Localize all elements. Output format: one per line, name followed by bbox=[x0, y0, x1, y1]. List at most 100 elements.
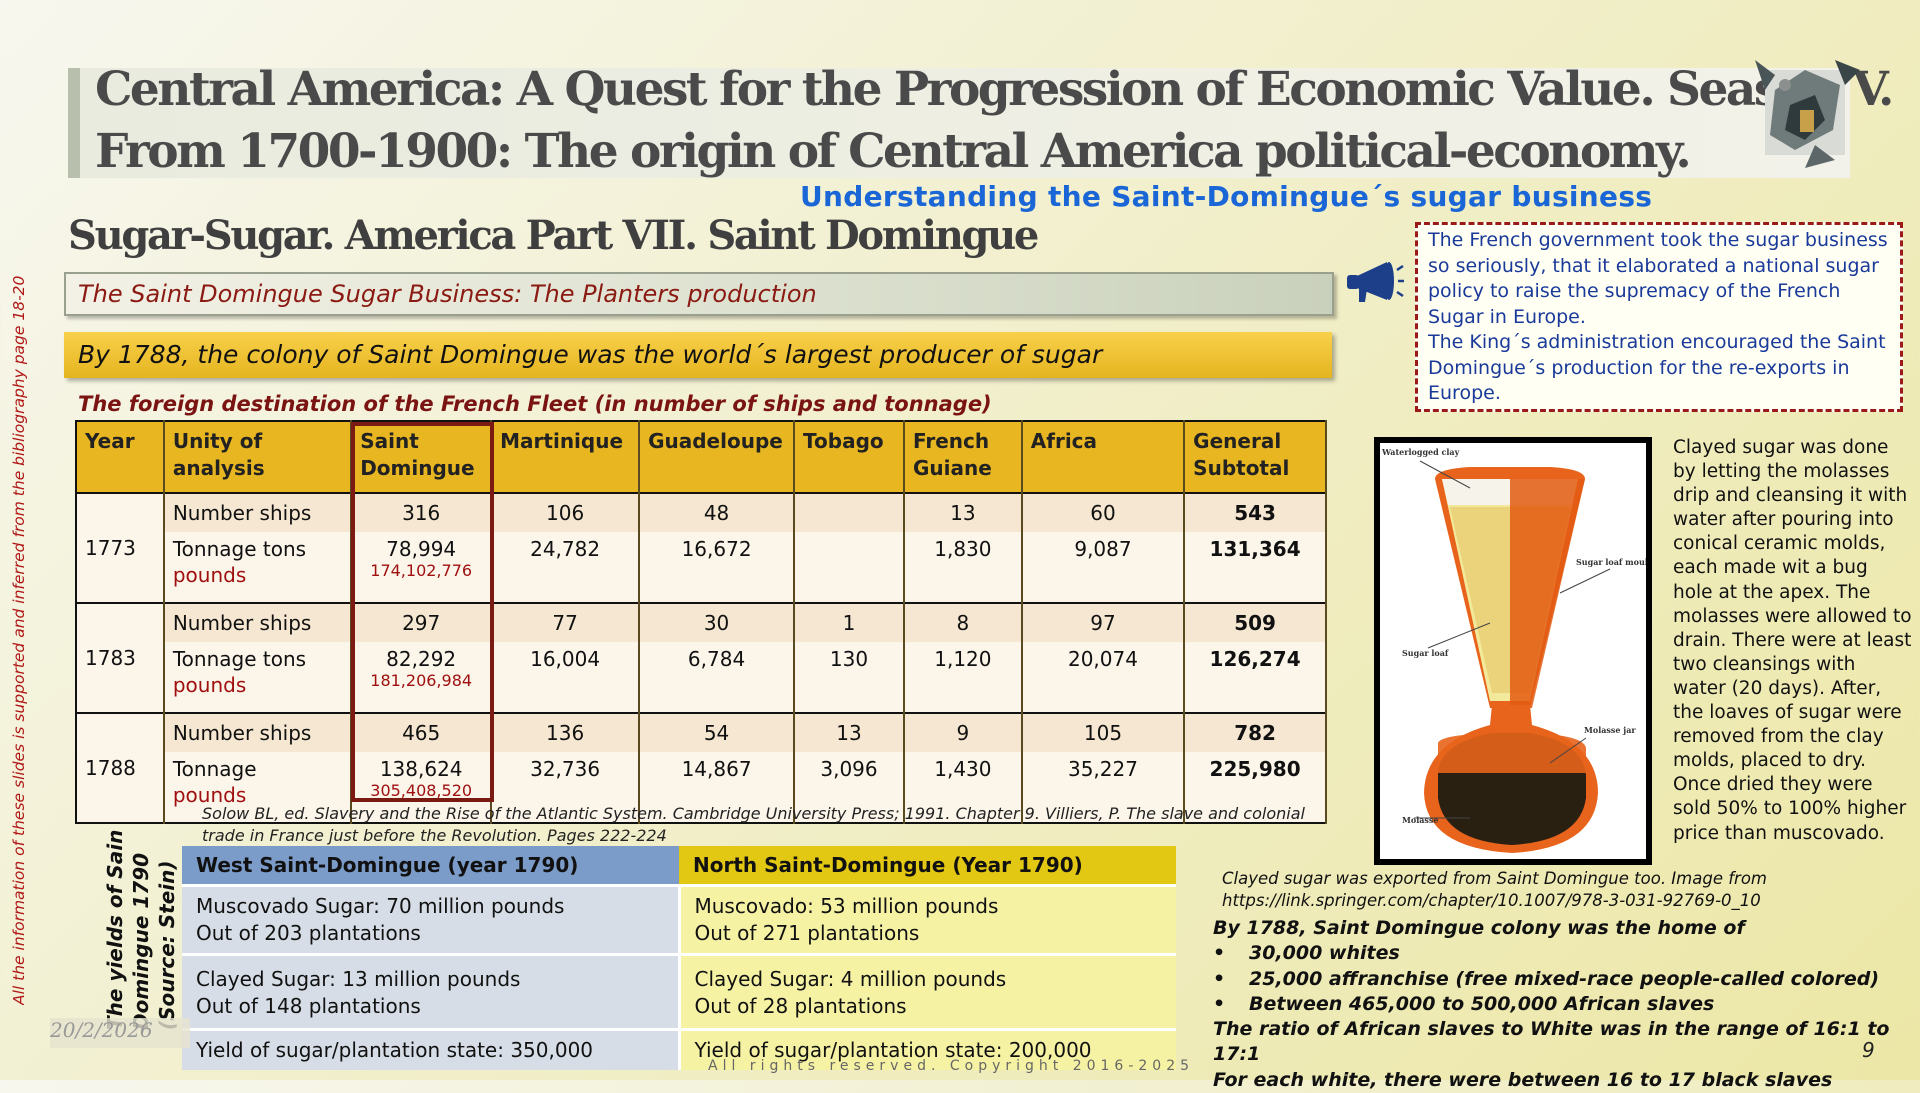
label-waterlogged-clay: Waterlogged clay bbox=[1381, 447, 1460, 457]
list-item: • 25,000 affranchise (free mixed-race peo… bbox=[1213, 967, 1880, 990]
tonnage-value: 82,292 bbox=[386, 647, 457, 671]
date-text: 20/2/2026 bbox=[50, 1018, 153, 1042]
side-vertical-note: All the information of these slides is s… bbox=[10, 275, 28, 1005]
pounds-label: pounds bbox=[172, 783, 247, 807]
french-policy-p1: The French government took the sugar bus… bbox=[1428, 229, 1888, 328]
cell-line: Out of 271 plantations bbox=[694, 921, 920, 945]
value-cell: 6,784 bbox=[639, 642, 796, 713]
header-tobago: Tobago bbox=[794, 421, 905, 493]
value-cell bbox=[794, 532, 905, 603]
table-row: Clayed Sugar: 13 million pounds Out of 14… bbox=[182, 953, 1176, 1030]
table-row: 1783 Number ships 297 77 30 1 8 97 509 bbox=[76, 602, 1327, 713]
yields-table: West Saint-Domingue (year 1790) North Sa… bbox=[182, 846, 1176, 1070]
label-molasse-jar: Molasse jar bbox=[1584, 725, 1636, 735]
planters-heading-bar bbox=[64, 272, 1334, 316]
collage-logo-image bbox=[1755, 60, 1860, 168]
value-cell: 1,430 bbox=[903, 752, 1023, 823]
value-cell: 105 bbox=[1021, 712, 1186, 752]
page-number: 9 bbox=[1862, 1038, 1875, 1062]
value-cell: 32,736 bbox=[491, 752, 641, 823]
source-note: Solow BL, ed. Slavery and the Rise of th… bbox=[202, 804, 1305, 845]
west-cell: Clayed Sugar: 13 million pounds Out of 14… bbox=[182, 953, 681, 1030]
value-cell: 97 bbox=[1021, 602, 1186, 642]
largest-producer-bar bbox=[64, 332, 1332, 378]
header-year: Year bbox=[76, 421, 165, 493]
list-item-text: 25,000 affranchise (free mixed-race peop… bbox=[1249, 967, 1880, 990]
unity-cell: Tonnage tons pounds bbox=[163, 532, 353, 603]
value-cell: 35,227 bbox=[1021, 752, 1186, 823]
value-cell: 465 bbox=[351, 712, 493, 752]
value-cell: 9 bbox=[903, 712, 1023, 752]
value-cell: 82,292 181,206,984 bbox=[351, 642, 493, 713]
value-cell: 106 bbox=[491, 492, 641, 532]
value-cell: 3,096 bbox=[794, 752, 905, 823]
pounds-value: 174,102,776 bbox=[370, 561, 473, 580]
side-note-text: All the information of these slides is s… bbox=[10, 275, 28, 1005]
population-block: By 1788, Saint Domingue colony was the h… bbox=[1213, 916, 1913, 1093]
yields-vertical-label: The yields of Saint Domingue 1790 (Sourc… bbox=[103, 830, 179, 1030]
tonnage-label: Tonnage tons bbox=[172, 537, 307, 561]
cell-line: Out of 148 plantations bbox=[196, 994, 421, 1018]
header-guadeloupe: Guadeloupe bbox=[639, 421, 796, 493]
value-cell: 297 bbox=[351, 602, 493, 642]
header-general-subtotal: General Subtotal bbox=[1184, 421, 1327, 493]
yields-label-line-3: (Source: Stein) bbox=[155, 860, 179, 1030]
value-cell: 78,994 174,102,776 bbox=[351, 532, 493, 603]
unity-cell: Tonnage pounds bbox=[163, 752, 353, 823]
value-cell: 48 bbox=[639, 492, 796, 532]
subtotal-cell: 509 bbox=[1184, 602, 1327, 642]
north-cell: Muscovado: 53 million pounds Out of 271 p… bbox=[679, 884, 1176, 955]
year-cell: 1788 bbox=[76, 712, 165, 823]
year-cell: 1783 bbox=[76, 602, 165, 713]
value-cell: 20,074 bbox=[1021, 642, 1186, 713]
header-africa: Africa bbox=[1021, 421, 1186, 493]
population-list: • 30,000 whites • 25,000 affranchise (free… bbox=[1213, 941, 1913, 1017]
cell-line: Out of 203 plantations bbox=[196, 921, 421, 945]
header-martinique: Martinique bbox=[491, 421, 641, 493]
megaphone-icon bbox=[1347, 262, 1404, 302]
each-white-text: For each white, there were between 16 to… bbox=[1213, 1068, 1833, 1091]
table-row: 1788 Number ships 465 136 54 13 9 105 78… bbox=[76, 712, 1327, 823]
label-molasse: Molasse bbox=[1402, 815, 1439, 825]
pounds-label: pounds bbox=[172, 563, 247, 587]
cell-line: Out of 28 plantations bbox=[694, 994, 907, 1018]
subtitle-understanding: Understanding the Saint-Domingue´s sugar… bbox=[800, 180, 1653, 213]
unity-cell: Number ships bbox=[163, 492, 353, 532]
clay-mold-image: Waterlogged clay Sugar loaf mould Sugar … bbox=[1374, 437, 1654, 865]
north-cell: Clayed Sugar: 4 million pounds Out of 28 … bbox=[679, 953, 1176, 1030]
table-row: 1773 Number ships 316 106 48 13 60 543 bbox=[76, 492, 1327, 603]
label-sugar-loaf: Sugar loaf bbox=[1402, 648, 1449, 658]
list-item: • 30,000 whites bbox=[1213, 942, 1400, 965]
sugar-mold-diagram: Waterlogged clay Sugar loaf mould Sugar … bbox=[1381, 447, 1654, 853]
table-row: Tonnage pounds 138,624 305,408,520 32,736 … bbox=[76, 752, 1327, 823]
north-header: North Saint-Domingue (Year 1790) bbox=[679, 846, 1176, 886]
table-row: Yield of sugar/plantation state: 350,000… bbox=[182, 1028, 1176, 1070]
value-cell: 14,867 bbox=[639, 752, 796, 823]
unity-cell: Number ships bbox=[163, 712, 353, 752]
table-row: Muscovado Sugar: 70 million pounds Out of… bbox=[182, 884, 1176, 955]
value-cell: 13 bbox=[903, 492, 1023, 532]
population-intro: By 1788, Saint Domingue colony was the h… bbox=[1213, 917, 1745, 939]
value-cell: 54 bbox=[639, 712, 796, 752]
table-row: Tonnage tons pounds 78,994 174,102,776 24,… bbox=[76, 532, 1327, 603]
year-cell: 1773 bbox=[76, 492, 165, 603]
pounds-value: 305,408,520 bbox=[370, 781, 473, 800]
section-title: Sugar-Sugar. America Part VII. Saint Dom… bbox=[68, 212, 1039, 259]
french-policy-text: The French government took the sugar bus… bbox=[1428, 228, 1898, 407]
planters-heading: The Saint Domingue Sugar Business: The P… bbox=[78, 280, 817, 308]
tonnage-value: 78,994 bbox=[386, 537, 457, 561]
french-policy-box bbox=[1415, 222, 1903, 412]
largest-producer-text: By 1788, the colony of Saint Domingue wa… bbox=[78, 340, 1103, 369]
west-header: West Saint-Domingue (year 1790) bbox=[182, 846, 679, 886]
value-cell: 77 bbox=[491, 602, 641, 642]
unity-cell: Number ships bbox=[163, 602, 353, 642]
list-item: • Between 465,000 to 500,000 African slav… bbox=[1213, 992, 1715, 1015]
value-cell: 60 bbox=[1021, 492, 1186, 532]
value-cell bbox=[794, 492, 905, 532]
cell-line: Clayed Sugar: 13 million pounds bbox=[196, 967, 521, 991]
tonnage-label: Tonnage bbox=[172, 757, 257, 781]
cell-line: Clayed Sugar: 4 million pounds bbox=[694, 967, 1007, 991]
yields-header-row: West Saint-Domingue (year 1790) North Sa… bbox=[182, 846, 1176, 886]
french-policy-p2: The King´s administration encouraged the… bbox=[1428, 331, 1886, 404]
fleet-table-caption: The foreign destination of the French Fl… bbox=[78, 392, 992, 416]
